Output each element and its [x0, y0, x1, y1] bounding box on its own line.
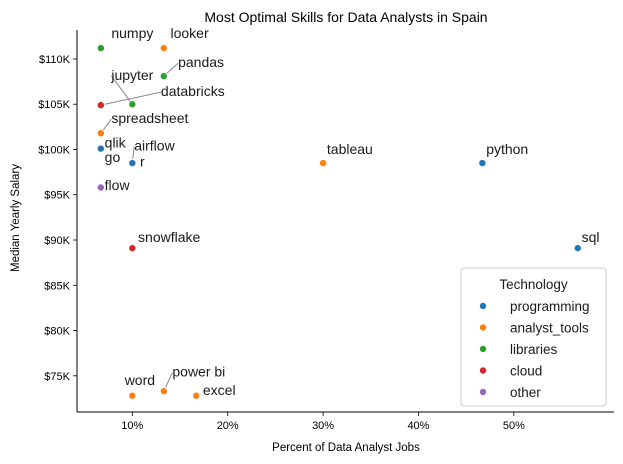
legend-frame [460, 267, 607, 407]
y-tick-label: $85K [44, 280, 70, 292]
legend-label-cloud: cloud [510, 364, 542, 379]
point-label-python: python [486, 141, 528, 157]
data-point-power-bi [159, 387, 168, 396]
point-label-power-bi: power bi [172, 364, 225, 380]
legend-label-other: other [510, 385, 541, 400]
legend-marker-other [478, 387, 487, 396]
point-label-airflow: airflow [134, 137, 175, 153]
point-label-flow: flow [105, 177, 131, 193]
y-tick-label: $90K [44, 235, 70, 247]
y-tick-label: $105K [38, 99, 70, 111]
x-tick-label: 10% [121, 420, 143, 432]
x-tick-label: 50% [503, 420, 525, 432]
x-tick-label: 40% [407, 420, 429, 432]
point-label-sql: sql [582, 229, 600, 245]
data-point-looker [159, 44, 168, 53]
point-label-jupyter: jupyter [110, 67, 153, 83]
legend-marker-programming [478, 301, 487, 310]
data-point-word [128, 391, 137, 400]
y-tick-label: $110K [39, 54, 71, 66]
point-label-tableau: tableau [327, 141, 373, 157]
point-label-pandas: pandas [178, 54, 224, 70]
legend-label-libraries: libraries [510, 342, 558, 357]
point-label-snowflake: snowflake [138, 229, 200, 245]
y-tick-label: $75K [44, 371, 70, 383]
legend-label-analyst_tools: analyst_tools [510, 321, 589, 336]
point-label-word: word [124, 372, 155, 388]
point-label-excel: excel [203, 382, 236, 398]
data-point-snowflake [128, 244, 137, 253]
chart-title: Most Optimal Skills for Data Analysts in… [204, 9, 487, 25]
legend-title: Technology [499, 277, 568, 292]
x-tick-label: 20% [217, 420, 239, 432]
point-label-spreadsheet: spreadsheet [111, 110, 188, 126]
x-tick-label: 30% [312, 420, 334, 432]
legend-marker-cloud [478, 366, 487, 375]
data-point-sql [573, 244, 582, 253]
point-label-qlik: qlik [105, 135, 127, 151]
y-axis-title: Median Yearly Salary [10, 164, 22, 272]
point-label-looker: looker [170, 25, 208, 41]
data-point-spreadsheet [96, 129, 105, 138]
legend: Technology programming analyst_toolslibrar… [460, 267, 607, 407]
legend-marker-libraries [478, 344, 487, 353]
legend-label-programming: programming [510, 299, 590, 314]
data-points [96, 44, 582, 400]
data-point-pandas [159, 72, 168, 81]
data-point-python [478, 159, 487, 168]
data-point-tableau [319, 159, 328, 168]
data-point-databricks [96, 101, 105, 110]
point-label-databricks: databricks [161, 83, 225, 99]
point-labels: numpy looker pandas jupyter databricks spread… [100, 25, 600, 398]
leader-line [100, 91, 162, 106]
y-tick-label: $100K [38, 144, 70, 156]
point-label-go: go [105, 149, 121, 165]
data-point-jupyter [128, 100, 137, 109]
y-tick-label: $80K [44, 326, 70, 338]
y-tick-label: $95K [44, 190, 70, 202]
data-point-excel [192, 391, 201, 400]
data-point-numpy [96, 44, 105, 53]
point-label-r: r [140, 154, 145, 170]
legend-marker-analyst_tools [478, 323, 487, 332]
point-label-numpy: numpy [111, 25, 153, 41]
data-point-qlik [96, 144, 105, 153]
data-point-flow [96, 183, 105, 192]
axes: 10% 20% 30% 40% 50% $75K $80K $85K $90K $95K $100K… [38, 30, 614, 432]
x-axis-title: Percent of Data Analyst Jobs [272, 442, 420, 454]
data-point-r [128, 159, 137, 168]
